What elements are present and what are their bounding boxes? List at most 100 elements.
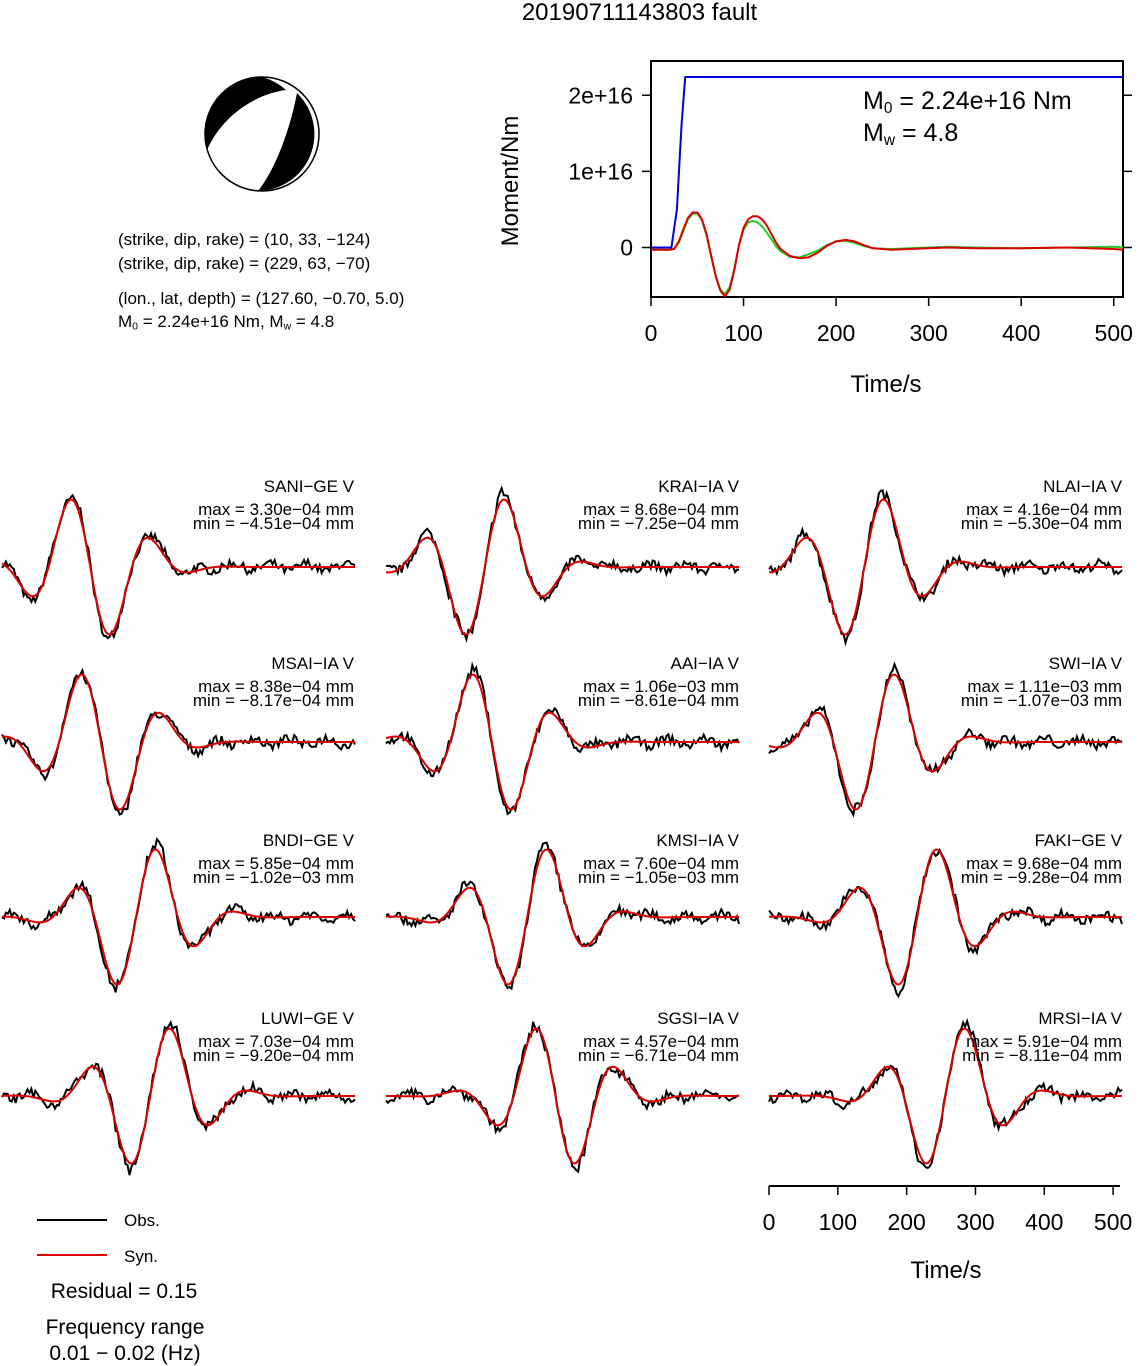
- waveform-time-axis: 0 100 200 300 400 500: [763, 1185, 1132, 1235]
- waveform-panel: [385, 1021, 740, 1174]
- synthetic-trace: [1, 673, 355, 811]
- frequency-range-title: Frequency range: [45, 1316, 205, 1339]
- moment-rate-green-line: [651, 212, 1124, 296]
- synthetic-trace: [1, 1027, 355, 1165]
- moment-ylabel: Moment/Nm: [497, 116, 524, 247]
- waveform-panel: [1, 493, 356, 640]
- waveform-xlabel: Time/s: [910, 1257, 981, 1284]
- synthetic-trace: [386, 1027, 739, 1165]
- station-max-amplitude: max = 1.11e−03 mm: [967, 677, 1122, 696]
- station-min-amplitude: min = −8.11e−04 mm: [962, 1046, 1122, 1065]
- station-name: FAKI−GE V: [1034, 831, 1122, 850]
- station-min-amplitude: min = −8.17e−04 mm: [192, 691, 354, 710]
- station-name: SANI−GE V: [263, 477, 354, 496]
- beachball: [204, 76, 320, 192]
- time-axis-tick-label: 0: [763, 1209, 776, 1235]
- beachball-compression-2: [258, 93, 315, 191]
- station-min-amplitude: min = −1.07e−03 mm: [960, 691, 1122, 710]
- time-axis-tick-label: 500: [1094, 1209, 1132, 1235]
- station-min-amplitude: min = −1.02e−03 mm: [192, 868, 354, 887]
- moment-plot: 0 100 200 300 400 500 0 1e+16 2e+16: [568, 76, 1133, 346]
- observed-trace: [768, 489, 1123, 647]
- synthetic-trace: [768, 673, 1122, 811]
- moment-xtick-label: 100: [724, 320, 762, 346]
- station-min-amplitude: min = −4.51e−04 mm: [192, 514, 354, 533]
- station-max-amplitude: max = 1.06e−03 mm: [583, 677, 739, 696]
- waveform-panel: [1, 1019, 356, 1176]
- time-axis-tick-label: 200: [887, 1209, 925, 1235]
- moment-annotation-m0: M0 = 2.24e+16 Nm: [863, 87, 1072, 117]
- station-max-amplitude: max = 8.38e−04 mm: [198, 677, 354, 696]
- waveform-panels: [1, 485, 1123, 1176]
- observed-trace: [1, 836, 356, 993]
- hypocenter-location: (lon., lat, depth) = (127.60, −0.70, 5.0…: [118, 289, 405, 308]
- figure-title: 20190711143803 fault: [521, 0, 758, 26]
- moment-ytick-label: 2e+16: [568, 82, 633, 108]
- beachball-compression-1: [204, 76, 286, 150]
- legend-syn-label: Syn.: [124, 1247, 159, 1266]
- station-max-amplitude: max = 3.30e−04 mm: [198, 500, 354, 519]
- station-min-amplitude: min = −9.28e−04 mm: [960, 868, 1122, 887]
- moment-summary: M0 = 2.24e+16 Nm, Mw = 4.8: [118, 312, 335, 333]
- station-name: SWI−IA V: [1048, 654, 1122, 673]
- station-min-amplitude: min = −8.61e−04 mm: [577, 691, 739, 710]
- station-max-amplitude: max = 7.03e−04 mm: [198, 1032, 354, 1051]
- synthetic-trace: [768, 498, 1122, 636]
- synthetic-trace: [1, 498, 355, 636]
- station-name: MRSI−IA V: [1038, 1009, 1122, 1028]
- station-max-amplitude: max = 9.68e−04 mm: [966, 854, 1122, 873]
- moment-xtick-label: 300: [909, 320, 947, 346]
- moment-plot-frame: [650, 60, 1124, 298]
- frequency-range-value: 0.01 − 0.02 (Hz): [49, 1342, 201, 1365]
- nodal-plane-1: (strike, dip, rake) = (10, 33, −124): [118, 230, 371, 249]
- station-max-amplitude: max = 5.85e−04 mm: [198, 854, 354, 873]
- station-name: MSAI−IA V: [271, 654, 354, 673]
- waveform-panel: [1, 836, 356, 993]
- moment-ytick-label: 1e+16: [568, 158, 633, 184]
- station-max-amplitude: max = 4.16e−04 mm: [966, 500, 1122, 519]
- moment-rate-red-line: [651, 211, 1124, 298]
- moment-ytick-label: 0: [620, 235, 633, 261]
- observed-trace: [768, 661, 1123, 818]
- station-max-amplitude: max = 8.68e−04 mm: [583, 500, 739, 519]
- station-min-amplitude: min = −7.25e−04 mm: [577, 514, 739, 533]
- nodal-plane-2: (strike, dip, rake) = (229, 63, −70): [118, 254, 371, 273]
- moment-xtick-label: 500: [1095, 320, 1133, 346]
- station-max-amplitude: max = 4.57e−04 mm: [583, 1032, 739, 1051]
- time-axis-tick-label: 100: [819, 1209, 857, 1235]
- waveform-panel: [385, 841, 740, 991]
- waveform-panel: [768, 661, 1123, 818]
- waveform-panel: [1, 667, 356, 816]
- residual-label: Residual = 0.15: [50, 1280, 198, 1303]
- station-max-amplitude: max = 7.60e−04 mm: [583, 854, 739, 873]
- moment-xlabel: Time/s: [850, 371, 921, 398]
- station-name: NLAI−IA V: [1043, 477, 1122, 496]
- waveform-panel: [768, 489, 1123, 647]
- synthetic-trace: [385, 673, 739, 811]
- legend-obs-label: Obs.: [124, 1211, 160, 1230]
- synthetic-trace: [386, 848, 739, 986]
- moment-annotation-mw: Mw = 4.8: [863, 119, 959, 149]
- station-name: KRAI−IA V: [658, 477, 739, 496]
- synthetic-trace: [385, 498, 739, 636]
- station-name: AAI−IA V: [670, 654, 739, 673]
- moment-xtick-label: 400: [1002, 320, 1040, 346]
- station-max-amplitude: max = 5.91e−04 mm: [966, 1032, 1122, 1051]
- time-axis-tick-label: 300: [956, 1209, 994, 1235]
- station-min-amplitude: min = −5.30e−04 mm: [960, 514, 1122, 533]
- waveform-panel: [385, 485, 740, 644]
- station-name: KMSI−IA V: [656, 831, 739, 850]
- synthetic-trace: [768, 848, 1122, 986]
- station-name: BNDI−GE V: [262, 831, 354, 850]
- station-name: SGSI−IA V: [657, 1009, 739, 1028]
- waveform-panel: [768, 1017, 1123, 1169]
- waveform-panel: [768, 847, 1123, 999]
- time-axis-tick-label: 400: [1025, 1209, 1063, 1235]
- moment-cumulative-line: [651, 76, 1123, 249]
- synthetic-trace: [769, 1027, 1122, 1165]
- station-min-amplitude: min = −6.71e−04 mm: [577, 1046, 739, 1065]
- waveform-panel: [385, 661, 740, 816]
- station-min-amplitude: min = −9.20e−04 mm: [192, 1046, 354, 1065]
- moment-xtick-label: 0: [645, 320, 658, 346]
